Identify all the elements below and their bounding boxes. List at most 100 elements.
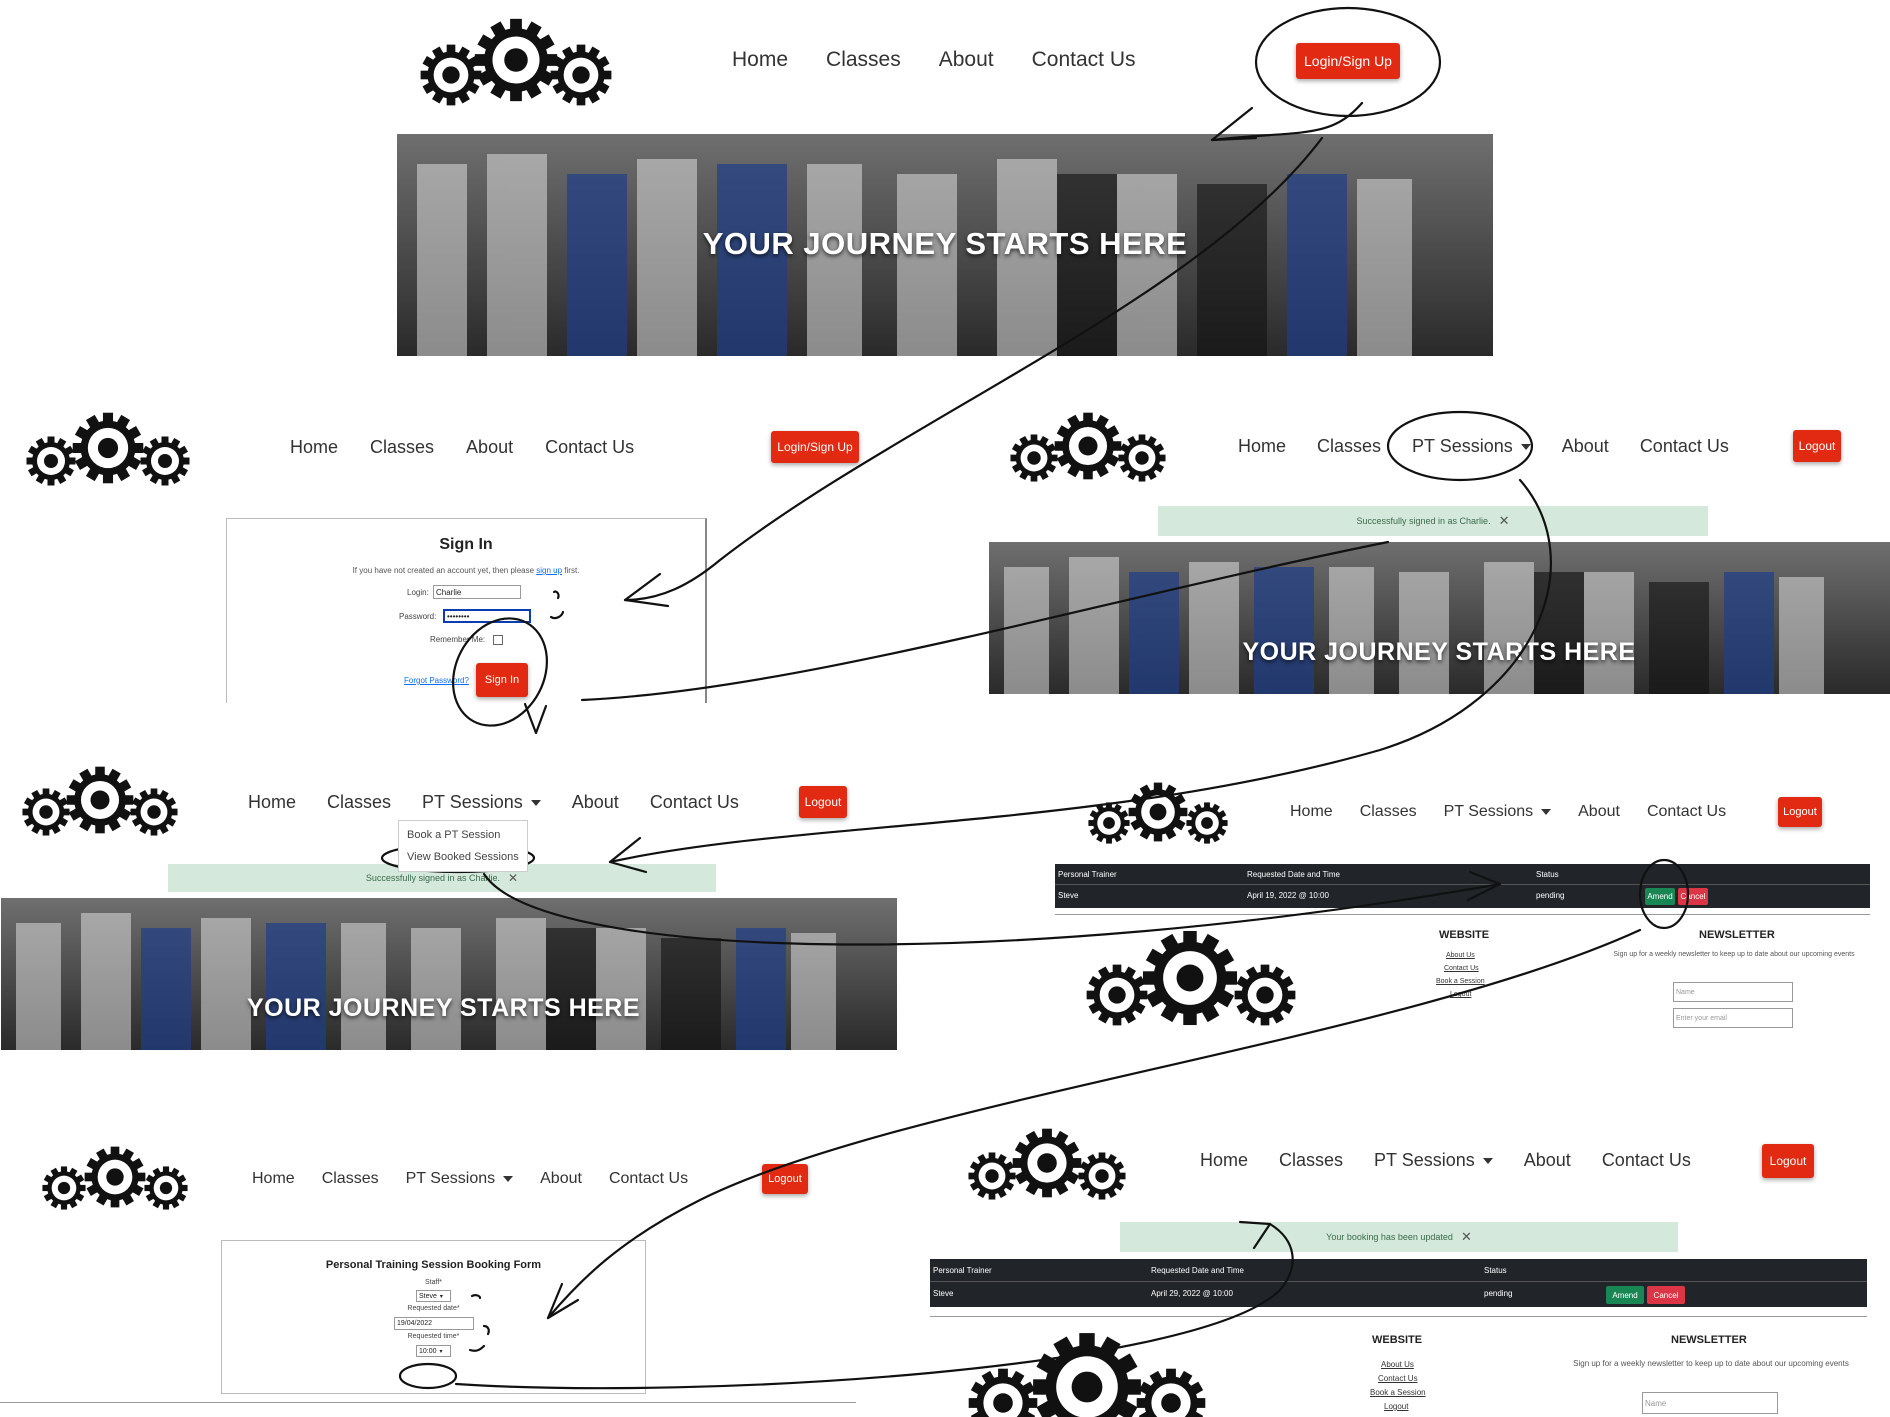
footer-logo <box>968 1333 1206 1417</box>
nav-classes[interactable]: Classes <box>1359 803 1417 820</box>
amend-button[interactable]: Amend <box>1645 888 1675 905</box>
cancel-button[interactable]: Cancel <box>1678 888 1708 905</box>
nav-classes[interactable]: Classes <box>321 1170 379 1187</box>
nav-about[interactable]: About <box>466 437 514 457</box>
sign-in-button[interactable]: Sign In <box>476 663 528 697</box>
ironworks-logo[interactable] <box>40 1144 190 1210</box>
header-datetime: Requested Date and Time <box>1247 870 1340 879</box>
nav-about[interactable]: About <box>540 1170 582 1187</box>
logout-button[interactable]: Logout <box>1762 1144 1814 1178</box>
logout-button[interactable]: Logout <box>762 1164 808 1194</box>
forgot-password-link[interactable]: Forgot Password? <box>404 676 469 685</box>
nav-home[interactable]: Home <box>290 437 339 457</box>
booking-updated-alert: Your booking has been updated ✕ <box>1120 1222 1678 1252</box>
newsletter-name-input[interactable]: Name <box>1673 982 1793 1002</box>
ironworks-logo[interactable] <box>1086 780 1230 844</box>
footer-link-logout[interactable]: Logout <box>1384 1402 1409 1411</box>
nav-contact[interactable]: Contact Us <box>1031 48 1136 71</box>
dropdown-view-booked[interactable]: View Booked Sessions <box>407 851 519 863</box>
nav-classes[interactable]: Classes <box>370 437 435 457</box>
newsletter-email-input[interactable]: Enter your email <box>1673 1008 1793 1028</box>
bookings-table: Personal Trainer Requested Date and Time… <box>930 1259 1867 1307</box>
nav-home[interactable]: Home <box>1290 803 1333 820</box>
nav-home[interactable]: Home <box>1200 1150 1249 1170</box>
login-input[interactable]: Charlie <box>433 585 521 599</box>
ironworks-logo[interactable] <box>418 16 614 108</box>
cancel-button[interactable]: Cancel <box>1647 1286 1685 1304</box>
nav-contact[interactable]: Contact Us <box>1639 436 1729 456</box>
time-select[interactable]: 10:00 ▾ <box>416 1345 451 1357</box>
nav-pt-sessions[interactable]: PT Sessions <box>422 792 541 813</box>
nav-pt-sessions[interactable]: PT Sessions <box>1412 436 1531 457</box>
signed-in-alert: Successfully signed in as Charlie. ✕ <box>1158 506 1708 536</box>
nav-classes[interactable]: Classes <box>1279 1150 1344 1170</box>
cell-status: pending <box>1484 1289 1513 1298</box>
nav-pt-sessions[interactable]: PT Sessions <box>1374 1150 1493 1171</box>
table-header: Personal Trainer Requested Date and Time… <box>930 1259 1867 1282</box>
footer-link-contact[interactable]: Contact Us <box>1378 1374 1418 1383</box>
ironworks-logo[interactable] <box>1008 410 1168 482</box>
password-label: Password: <box>399 612 437 621</box>
nav-about[interactable]: About <box>1578 803 1620 820</box>
hero-title: YOUR JOURNEY STARTS HERE <box>702 226 1188 261</box>
sign-up-link[interactable]: sign up <box>536 566 563 575</box>
footer-link-about[interactable]: About Us <box>1381 1360 1414 1369</box>
nav-about[interactable]: About <box>571 792 619 812</box>
hero-photo <box>989 542 1890 694</box>
staff-select[interactable]: Steve ▾ <box>416 1290 451 1302</box>
close-icon[interactable]: ✕ <box>1460 1229 1472 1244</box>
ironworks-logo[interactable] <box>966 1126 1130 1200</box>
chevron-down-icon <box>530 800 541 807</box>
nav-classes[interactable]: Classes <box>1317 436 1382 456</box>
nav-about[interactable]: About <box>1523 1150 1571 1170</box>
nav-about[interactable]: About <box>1561 436 1609 456</box>
ironworks-logo[interactable] <box>20 764 180 836</box>
nav-about[interactable]: About <box>938 48 994 71</box>
footer-link-contact[interactable]: Contact Us <box>1444 965 1479 972</box>
nav-classes[interactable]: Classes <box>327 792 392 812</box>
footer-link-logout[interactable]: Logout <box>1450 991 1472 998</box>
logout-button[interactable]: Logout <box>799 786 847 818</box>
remember-me-checkbox[interactable] <box>493 635 503 645</box>
bookings-table: Personal Trainer Requested Date and Time… <box>1055 864 1870 908</box>
dropdown-book-session[interactable]: Book a PT Session <box>407 829 501 841</box>
nav-contact[interactable]: Contact Us <box>545 437 635 457</box>
main-nav: Home Classes About Contact Us <box>732 48 1136 72</box>
nav-home[interactable]: Home <box>252 1170 295 1187</box>
footer-link-about[interactable]: About Us <box>1446 952 1475 959</box>
nav-contact[interactable]: Contact Us <box>1601 1150 1691 1170</box>
nav-contact[interactable]: Contact Us <box>649 792 739 812</box>
footer-newsletter-heading: NEWSLETTER <box>1699 929 1775 941</box>
nav-contact[interactable]: Contact Us <box>608 1170 689 1187</box>
close-icon[interactable]: ✕ <box>508 871 519 885</box>
header-trainer: Personal Trainer <box>1058 870 1117 879</box>
login-signup-button[interactable]: Login/Sign Up <box>1296 43 1400 79</box>
table-header: Personal Trainer Requested Date and Time… <box>1055 864 1870 885</box>
footer-website-heading: WEBSITE <box>1372 1334 1423 1346</box>
password-input[interactable]: •••••••• <box>443 609 531 623</box>
footer-link-book[interactable]: Book a Session <box>1436 978 1485 985</box>
cell-status: pending <box>1536 891 1565 900</box>
nav-classes[interactable]: Classes <box>826 48 901 71</box>
header-datetime: Requested Date and Time <box>1151 1266 1244 1275</box>
date-input[interactable]: 19/04/2022 <box>394 1317 474 1330</box>
newsletter-name-input[interactable]: Name <box>1642 1392 1778 1414</box>
amend-button[interactable]: Amend <box>1606 1286 1644 1304</box>
nav-pt-sessions[interactable]: PT Sessions <box>1444 803 1552 821</box>
login-signup-button[interactable]: Login/Sign Up <box>771 431 859 463</box>
table-row: Steve April 19, 2022 @ 10:00 pending <box>1055 884 1870 908</box>
nav-home[interactable]: Home <box>1238 436 1287 456</box>
ironworks-logo[interactable] <box>24 410 192 486</box>
cell-datetime: April 19, 2022 @ 10:00 <box>1247 891 1329 900</box>
nav-contact[interactable]: Contact Us <box>1646 803 1727 820</box>
nav-pt-sessions[interactable]: PT Sessions <box>406 1170 514 1188</box>
nav-home[interactable]: Home <box>248 792 297 812</box>
date-label: Requested date* <box>407 1305 460 1312</box>
logout-button[interactable]: Logout <box>1778 797 1822 827</box>
close-icon[interactable]: ✕ <box>1498 513 1510 528</box>
header-status: Status <box>1484 1266 1507 1275</box>
footer-link-book[interactable]: Book a Session <box>1370 1388 1426 1397</box>
logout-button[interactable]: Logout <box>1793 430 1841 462</box>
nav-home[interactable]: Home <box>732 48 789 71</box>
sign-in-subtitle: If you have not created an account yet, … <box>352 566 580 575</box>
